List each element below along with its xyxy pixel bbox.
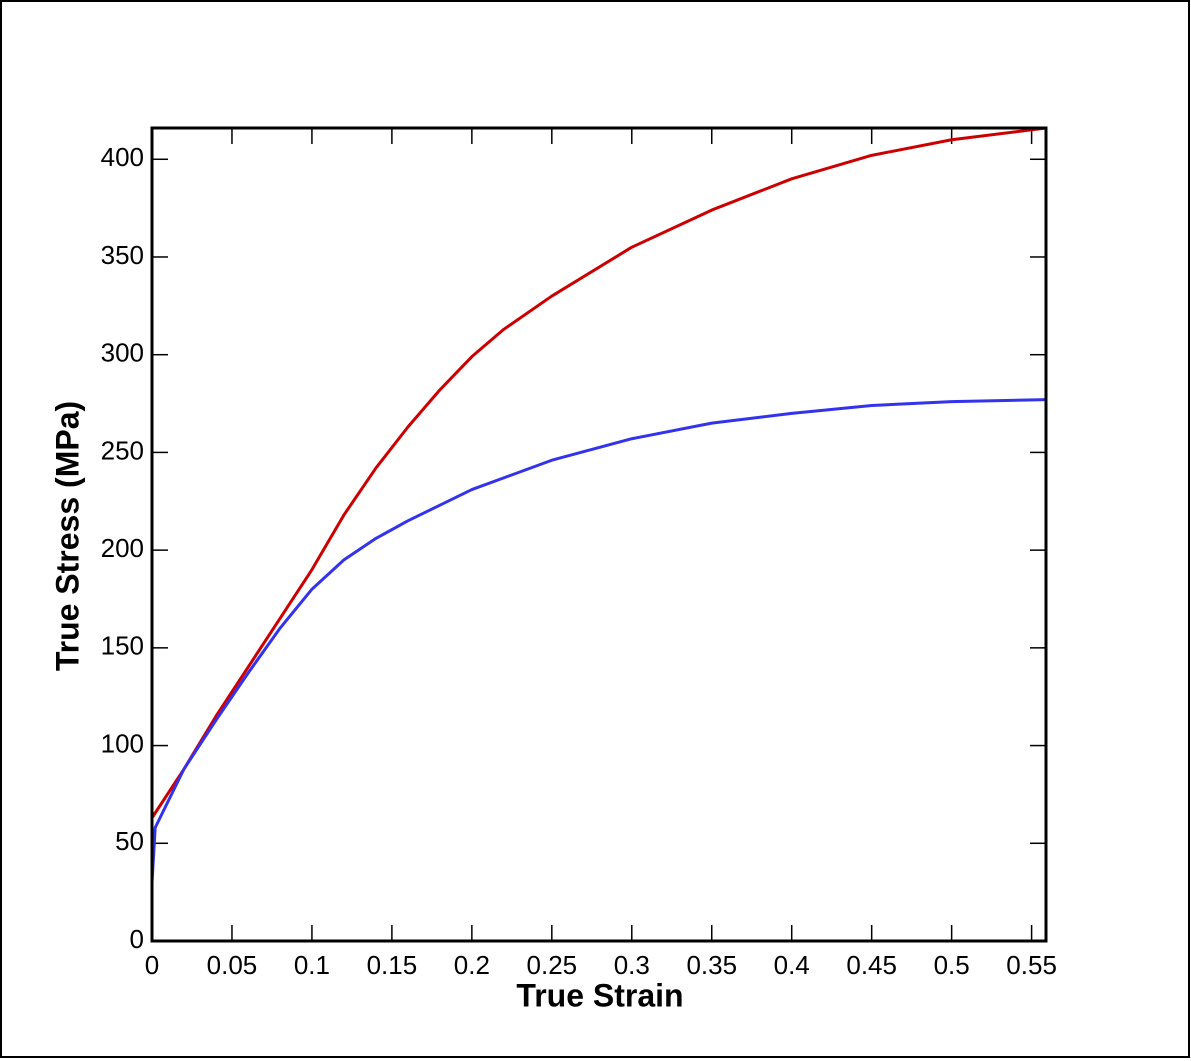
- x-tick-label: 0.5: [934, 950, 970, 980]
- x-tick-label: 0.45: [846, 950, 897, 980]
- y-axis-label: True Stress (MPa): [49, 401, 85, 671]
- line-series: [150, 126, 1047, 819]
- y-tick-label: 100: [101, 728, 144, 758]
- x-tick-label: 0.1: [294, 950, 330, 980]
- y-tick-label: 0: [130, 924, 144, 954]
- x-axis-label: True Strain: [516, 977, 683, 1013]
- x-tick-label: 0.05: [207, 950, 258, 980]
- x-tick-label: 0.3: [614, 950, 650, 980]
- plot-border: [150, 126, 1048, 943]
- x-tick-label: 0.4: [774, 950, 810, 980]
- x-tick-label: 0.55: [1006, 950, 1057, 980]
- x-tick-label: 0.15: [367, 950, 418, 980]
- y-tick-label: 300: [101, 338, 144, 368]
- x-tick-label: 0.25: [527, 950, 578, 980]
- x-tick-label: 0.2: [454, 950, 490, 980]
- y-tick-label: 400: [101, 142, 144, 172]
- y-tick-label: 200: [101, 533, 144, 563]
- line-series: [150, 398, 1047, 883]
- y-tick-label: 250: [101, 435, 144, 465]
- x-tick-label: 0.35: [686, 950, 737, 980]
- x-tick-label: 0: [145, 950, 159, 980]
- y-tick-label: 350: [101, 240, 144, 270]
- y-tick-label: 150: [101, 631, 144, 661]
- y-tick-label: 50: [115, 826, 144, 856]
